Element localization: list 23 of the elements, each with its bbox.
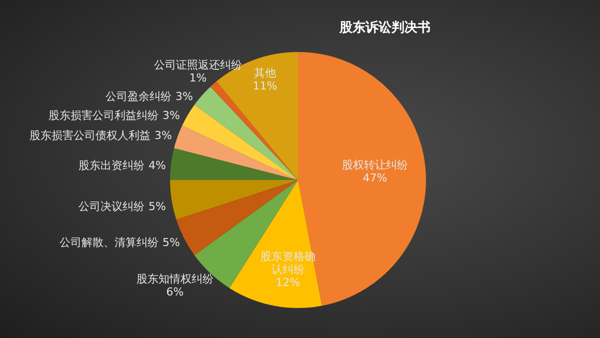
data-label: 6% — [166, 285, 184, 298]
slice-label: 公司解散、清算纠纷 — [60, 236, 159, 249]
data-label: 4% — [148, 158, 166, 172]
data-label: 11% — [252, 79, 278, 92]
data-label: 3% — [154, 128, 172, 142]
slice-label: 公司盈余纠纷 — [106, 90, 172, 103]
data-label: 47% — [362, 171, 388, 184]
data-label: 12% — [276, 276, 300, 289]
slice-label: 股东资格确认纠纷 — [260, 250, 316, 276]
slice-label: 股东知情权纠纷 — [136, 272, 214, 286]
data-label: 5% — [148, 200, 166, 213]
slice-label: 公司证照返还纠纷 — [154, 58, 242, 72]
data-label: 1% — [189, 71, 207, 84]
slice-label: 股权转让纠纷 — [342, 158, 408, 172]
slice-label: 其他 — [254, 66, 276, 80]
data-label: 3% — [176, 90, 193, 103]
data-label: 5% — [162, 236, 180, 249]
slice-label: 股东损害公司债权人利益 — [30, 128, 151, 142]
slice-label: 公司决议纠纷 — [78, 200, 145, 213]
slice-label: 股东损害公司利益纠纷 — [48, 108, 159, 122]
slice-label: 股东出资纠纷 — [78, 158, 145, 172]
chart-title: 股东诉讼判决书 — [338, 19, 430, 36]
data-label: 3% — [162, 108, 180, 122]
